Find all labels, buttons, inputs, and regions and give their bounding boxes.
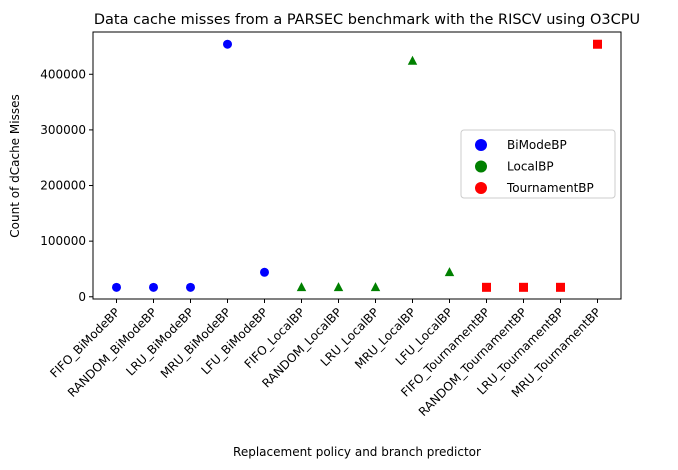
point-fifo-tournamentbp: [482, 282, 491, 292]
y-axis-label: Count of dCache Misses: [8, 94, 22, 237]
point-mru-bimodebp: [223, 39, 232, 49]
x-tick-label: LFU_BiModeBP: [198, 305, 270, 377]
point-mru-localbp: [407, 55, 418, 65]
legend-label-bimodebp: BiModeBP: [507, 138, 567, 152]
legend: BiModeBP LocalBP TournamentBP: [460, 129, 616, 199]
point-lfu-bimodebp: [260, 267, 269, 277]
legend-marker-tournamentbp: [475, 182, 487, 194]
point-mru-tournamentbp: [593, 39, 602, 49]
point-fifo-bimodebp: [112, 282, 121, 292]
y-tick-label: 400000: [40, 67, 86, 81]
plot-frame: [92, 31, 622, 300]
legend-box: [460, 129, 616, 199]
point-fifo-localbp: [296, 282, 307, 292]
x-axis-label: Replacement policy and branch predictor: [233, 445, 481, 459]
data-points: [112, 39, 602, 292]
chart-title: Data cache misses from a PARSEC benchmar…: [94, 12, 640, 28]
point-lfu-localbp: [444, 267, 455, 277]
legend-label-localbp: LocalBP: [507, 160, 554, 174]
point-random-bimodebp: [149, 282, 158, 292]
point-lru-localbp: [370, 282, 381, 292]
y-axis-ticks: 0 100000 200000 300000 400000: [40, 67, 93, 304]
y-tick-label: 0: [78, 290, 86, 304]
legend-marker-bimodebp: [475, 139, 487, 151]
point-random-localbp: [333, 282, 344, 292]
point-lru-tournamentbp: [556, 282, 565, 292]
legend-marker-localbp: [475, 160, 487, 173]
point-random-tournamentbp: [519, 282, 528, 292]
legend-label-tournamentbp: TournamentBP: [506, 181, 594, 195]
point-lru-bimodebp: [186, 282, 195, 292]
x-tick-label: LRU_BiModeBP: [123, 305, 196, 378]
x-axis-ticks: FIFO_BiModeBPRANDOM_BiModeBPLRU_BiModeBP…: [47, 299, 604, 419]
y-tick-label: 200000: [40, 179, 86, 193]
y-tick-label: 100000: [40, 234, 86, 248]
y-tick-label: 300000: [40, 123, 86, 137]
